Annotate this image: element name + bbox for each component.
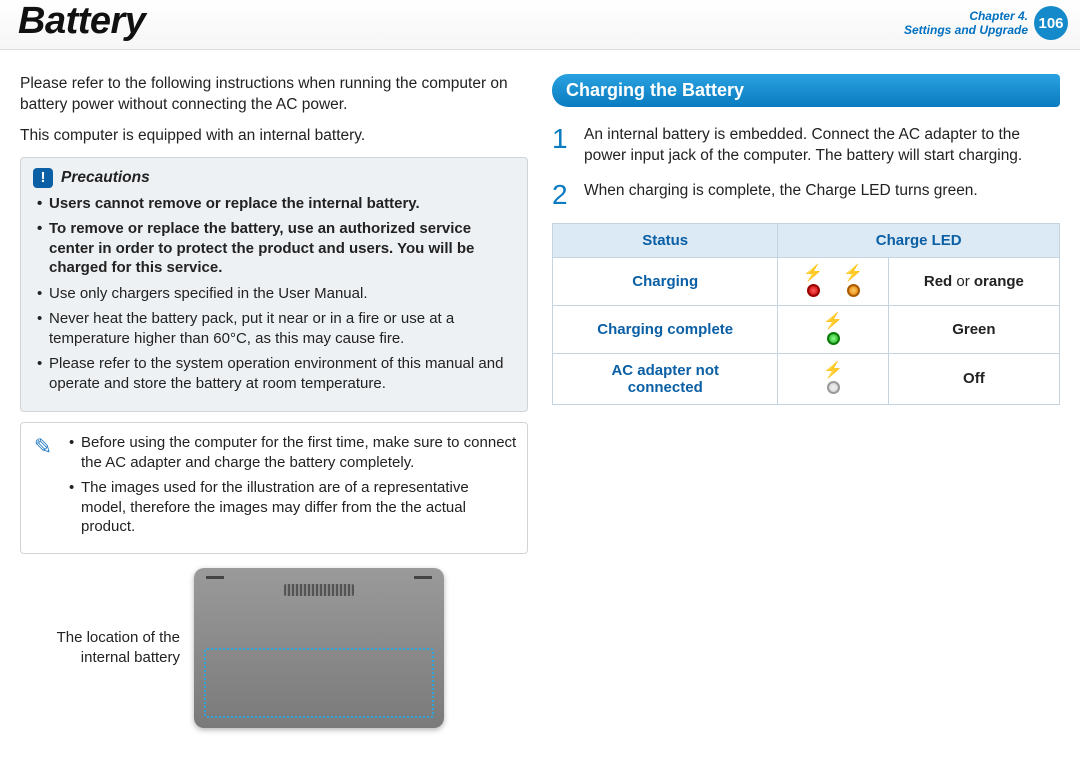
note-list: Before using the computer for the first … <box>65 433 517 537</box>
status-disconnected: AC adapter not connected <box>553 353 778 404</box>
status-disconnected-l2: connected <box>559 379 771 396</box>
led-red-icon <box>807 284 820 297</box>
led-or-text: or <box>952 273 974 290</box>
precaution-item: Use only chargers specified in the User … <box>37 284 515 304</box>
th-status: Status <box>553 223 778 257</box>
led-graphic-cell: ⚡ <box>778 353 888 404</box>
battery-location-outline <box>204 648 434 718</box>
intro-paragraph-2: This computer is equipped with an intern… <box>20 126 528 147</box>
note-icon: ✎ <box>29 433 57 461</box>
figure-caption: The location of the internal battery <box>20 628 180 667</box>
note-box: ✎ Before using the computer for the firs… <box>20 422 528 554</box>
status-charging: Charging <box>553 257 778 305</box>
precaution-item: Please refer to the system operation env… <box>37 354 515 393</box>
led-label-cell: Red or orange <box>888 257 1059 305</box>
right-column: Charging the Battery 1 An internal batte… <box>552 74 1060 728</box>
th-charge-led: Charge LED <box>778 223 1060 257</box>
led-graphic-cell: ⚡ ⚡ <box>778 257 888 305</box>
step-number: 1 <box>552 125 574 167</box>
step-text: When charging is complete, the Charge LE… <box>584 181 978 209</box>
vent-graphic <box>284 584 354 596</box>
led-green-unit: ⚡ <box>823 314 843 345</box>
table-row: Charging complete ⚡ Green <box>553 305 1060 353</box>
led-off-label: Off <box>888 353 1059 404</box>
note-item: Before using the computer for the first … <box>69 433 517 472</box>
led-off-unit: ⚡ <box>823 363 843 394</box>
chapter-line2: Settings and Upgrade <box>904 23 1028 37</box>
precaution-item: To remove or replace the battery, use an… <box>37 219 515 278</box>
status-complete: Charging complete <box>553 305 778 353</box>
step-text: An internal battery is embedded. Connect… <box>584 125 1060 167</box>
led-green-label: Green <box>888 305 1059 353</box>
led-red-label: Red <box>924 273 952 290</box>
plug-icon: ⚡ <box>823 363 843 379</box>
chapter-line1: Chapter 4. <box>904 9 1028 23</box>
header-right: Chapter 4. Settings and Upgrade 106 <box>904 6 1068 40</box>
led-orange-label: orange <box>974 273 1024 290</box>
led-graphic-cell: ⚡ <box>778 305 888 353</box>
intro-paragraph-1: Please refer to the following instructio… <box>20 74 528 116</box>
precautions-list: Users cannot remove or replace the inter… <box>33 194 515 394</box>
page-title: Battery <box>18 0 145 43</box>
led-green-icon <box>827 332 840 345</box>
led-orange-unit: ⚡ <box>843 266 863 297</box>
status-disconnected-l1: AC adapter not <box>559 362 771 379</box>
led-orange-icon <box>847 284 860 297</box>
note-item: The images used for the illustration are… <box>69 478 517 537</box>
led-red-unit: ⚡ <box>803 266 823 297</box>
chapter-label: Chapter 4. Settings and Upgrade <box>904 9 1028 38</box>
section-heading: Charging the Battery <box>552 74 1060 107</box>
step-2: 2 When charging is complete, the Charge … <box>552 181 1060 209</box>
precautions-box: ! Precautions Users cannot remove or rep… <box>20 157 528 413</box>
step-number: 2 <box>552 181 574 209</box>
precautions-title: Precautions <box>61 169 150 187</box>
led-off-icon <box>827 381 840 394</box>
plug-icon: ⚡ <box>823 314 843 330</box>
precaution-item: Users cannot remove or replace the inter… <box>37 194 515 214</box>
exclamation-icon: ! <box>33 168 53 188</box>
page-header: Battery Chapter 4. Settings and Upgrade … <box>0 0 1080 50</box>
page-number-badge: 106 <box>1034 6 1068 40</box>
laptop-underside-illustration <box>194 568 444 728</box>
left-column: Please refer to the following instructio… <box>20 74 528 728</box>
step-1: 1 An internal battery is embedded. Conne… <box>552 125 1060 167</box>
table-row: Charging ⚡ ⚡ Red or orange <box>553 257 1060 305</box>
precaution-item: Never heat the battery pack, put it near… <box>37 309 515 348</box>
content-columns: Please refer to the following instructio… <box>0 50 1080 728</box>
charge-led-table: Status Charge LED Charging ⚡ ⚡ <box>552 223 1060 405</box>
precautions-header: ! Precautions <box>33 168 515 188</box>
table-header-row: Status Charge LED <box>553 223 1060 257</box>
plug-icon: ⚡ <box>803 266 823 282</box>
plug-icon: ⚡ <box>843 266 863 282</box>
table-row: AC adapter not connected ⚡ Off <box>553 353 1060 404</box>
figure-area: The location of the internal battery <box>20 568 528 728</box>
